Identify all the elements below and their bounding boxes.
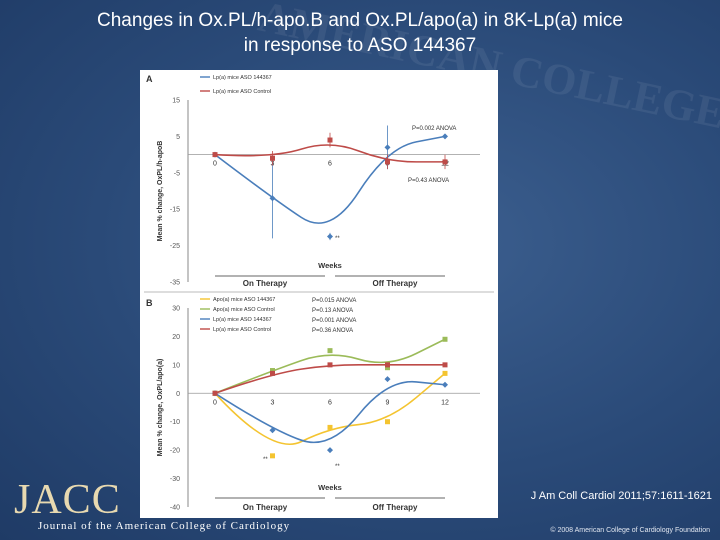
x-tick-label-b-2: 6 bbox=[328, 399, 332, 406]
slide-title-line1: Changes in Ox.PL/h-apo.B and Ox.PL/apo(a… bbox=[97, 10, 623, 31]
y-tick-label-b-6: -30 bbox=[170, 476, 180, 483]
figure-svg: A 15 5 -5 -15 -25 -35 0 3 6 9 12 Mean % change, OxPL… bbox=[144, 74, 494, 512]
x-tick-label-b-1: 3 bbox=[271, 399, 275, 406]
annotation-b-5: ** bbox=[335, 464, 340, 470]
annotation-b-1: P=0.13 ANOVA bbox=[312, 308, 353, 314]
y-tick-label-a-2: -5 bbox=[174, 170, 180, 177]
jacc-logo: JACC bbox=[14, 477, 121, 523]
series-line-b-1 bbox=[214, 338, 446, 395]
data-point-a-0-3 bbox=[384, 144, 391, 151]
data-point-b-0-3 bbox=[385, 419, 390, 425]
data-point-b-1-3 bbox=[385, 365, 390, 371]
x-tick-label-b-0: 0 bbox=[213, 399, 217, 406]
legend-label-a-0: Lp(a) mice ASO 144367 bbox=[213, 75, 272, 81]
data-point-b-2-2 bbox=[327, 447, 333, 454]
period-label-off-a: Off Therapy bbox=[373, 279, 418, 288]
y-tick-label-b-3: 0 bbox=[176, 391, 180, 398]
y-tick-label-a-0: 15 bbox=[172, 98, 180, 105]
y-tick-label-b-1: 20 bbox=[172, 334, 180, 341]
slide-title-line2: in response to ASO 144367 bbox=[243, 35, 477, 56]
data-point-b-1-2 bbox=[327, 348, 333, 354]
data-point-a-1-4 bbox=[442, 159, 448, 165]
annotation-a-1: P=0.43 ANOVA bbox=[408, 178, 449, 184]
annotation-b-3: P=0.36 ANOVA bbox=[312, 328, 353, 334]
y-tick-label-b-7: -40 bbox=[170, 505, 180, 512]
data-point-b-0-1 bbox=[270, 453, 275, 459]
citation: J Am Coll Cardiol 2011;57:1611-1621 bbox=[530, 490, 712, 502]
data-point-b-3-1 bbox=[270, 370, 275, 376]
series-line-b-0 bbox=[214, 372, 446, 446]
data-point-b-2-3 bbox=[384, 376, 391, 383]
x-tick-label-b-4: 12 bbox=[441, 399, 449, 406]
legend-label-b-0: Apo(a) mice ASO 144367 bbox=[213, 297, 275, 303]
y-tick-label-a-1: 5 bbox=[176, 134, 180, 141]
data-point-b-3-3 bbox=[385, 362, 390, 368]
y-tick-label-a-3: -15 bbox=[170, 207, 180, 214]
x-tick-label-b-3: 9 bbox=[386, 399, 390, 406]
series-line-a-1 bbox=[214, 144, 445, 163]
y-tick-label-a-4: -25 bbox=[170, 243, 180, 250]
x-axis-label-b: Weeks bbox=[318, 483, 342, 492]
legend-label-a-1: Lp(a) mice ASO Control bbox=[213, 89, 271, 95]
data-point-a-1-3 bbox=[385, 159, 390, 165]
y-tick-label-b-2: 10 bbox=[172, 362, 180, 369]
figure-panel: A 15 5 -5 -15 -25 -35 0 3 6 9 12 Mean % change, OxPL… bbox=[140, 70, 498, 518]
copyright: © 2008 American College of Cardiology Fo… bbox=[550, 527, 710, 534]
legend-label-b-1: Apo(a) mice ASO Control bbox=[213, 307, 275, 313]
data-point-b-0-2 bbox=[327, 424, 333, 430]
series-line-a-0 bbox=[214, 135, 446, 224]
x-tick-label-a-2: 6 bbox=[328, 161, 332, 168]
journal-name: Journal of the American College of Cardi… bbox=[38, 520, 291, 532]
y-axis-label-b: Mean % change, OxPL/apo(a) bbox=[157, 359, 164, 457]
data-point-b-3-0 bbox=[212, 390, 218, 396]
data-point-b-1-4 bbox=[442, 336, 448, 342]
data-point-b-1-1 bbox=[270, 368, 275, 374]
annotation-b-2: P=0.001 ANOVA bbox=[312, 318, 356, 324]
y-axis-label-a: Mean % change, OxPL/h-apoB bbox=[157, 141, 164, 242]
legend-label-b-2: Lp(a) mice ASO 144367 bbox=[213, 317, 272, 323]
y-tick-label-b-5: -20 bbox=[170, 448, 180, 455]
data-point-a-1-0 bbox=[212, 152, 218, 158]
annotation-a-2: ** bbox=[335, 236, 340, 242]
annotation-a-0: P=0.002 ANOVA bbox=[412, 126, 456, 132]
period-label-on-b: On Therapy bbox=[243, 503, 288, 512]
data-point-a-1-2 bbox=[327, 137, 333, 143]
x-tick-label-a-0: 0 bbox=[213, 161, 217, 168]
period-label-off-b: Off Therapy bbox=[373, 503, 418, 512]
series-line-b-2 bbox=[214, 380, 446, 444]
data-point-a-1-1 bbox=[270, 155, 275, 161]
data-point-a-0-2 bbox=[327, 233, 333, 240]
annotation-b-0: P=0.015 ANOVA bbox=[312, 298, 356, 304]
panel-label-b: B bbox=[146, 298, 153, 308]
data-point-b-3-4 bbox=[442, 362, 448, 368]
data-point-b-2-4 bbox=[442, 381, 448, 388]
data-point-b-3-2 bbox=[327, 362, 333, 368]
y-tick-label-b-0: 30 bbox=[172, 306, 180, 313]
y-tick-label-a-5: -35 bbox=[170, 280, 180, 287]
period-label-on-a: On Therapy bbox=[243, 279, 288, 288]
data-point-b-0-4 bbox=[442, 370, 448, 376]
data-point-a-0-4 bbox=[442, 133, 448, 140]
panel-label-a: A bbox=[146, 74, 153, 84]
slide-title: Changes in Ox.PL/h-apo.B and Ox.PL/apo(a… bbox=[0, 8, 720, 58]
annotation-b-4: ** bbox=[263, 457, 268, 463]
series-line-b-3 bbox=[214, 364, 445, 395]
data-point-a-0-1 bbox=[269, 195, 276, 202]
y-tick-label-b-4: -10 bbox=[170, 419, 180, 426]
x-axis-label-a: Weeks bbox=[318, 261, 342, 270]
data-point-b-2-1 bbox=[269, 427, 276, 434]
legend-label-b-3: Lp(a) mice ASO Control bbox=[213, 327, 271, 333]
